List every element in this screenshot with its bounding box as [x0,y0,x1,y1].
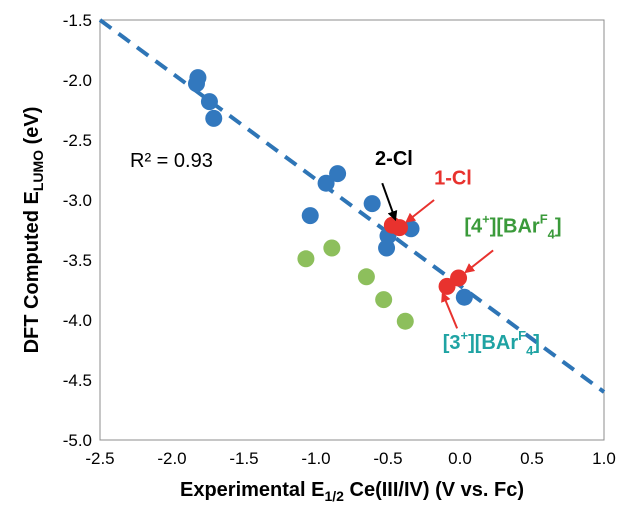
data-point [200,93,218,111]
annotations: 2-Cl 1-Cl [4+][BArF4] [3+][BArF4] [375,148,562,358]
data-point [317,174,335,192]
annotation-label: [4+][BArF4] [464,211,561,241]
x-tick-label: 0.0 [448,449,472,468]
y-axis-title: DFT Computed ELUMO (eV) [21,107,46,354]
y-tick-label: -1.5 [63,11,92,30]
y-tick-label: -3.5 [63,251,92,270]
x-tick-label: -2.5 [85,449,114,468]
x-tick-label: 1.0 [592,449,616,468]
data-point [391,219,409,237]
x-tick-label: -1.0 [301,449,330,468]
data-point [187,75,205,93]
x-tick-label: -1.5 [229,449,258,468]
annotation-label: 2-Cl [375,148,413,170]
x-tick-label: 0.5 [520,449,544,468]
data-point [450,269,468,287]
annotation-arrow [381,182,398,222]
data-point [378,239,396,257]
annotation-label: 1-Cl [434,167,472,189]
fit-line [98,18,606,394]
x-tick-label: -0.5 [373,449,402,468]
data-point [357,268,375,286]
data-point [375,291,393,309]
y-axis-ticks: -1.5 -2.0 -2.5 -3.0 -3.5 -4.0 -4.5 -5.0 [63,11,92,450]
plot-frame [99,19,605,441]
y-tick-label: -4.0 [63,311,92,330]
x-axis-ticks: -2.5 -2.0 -1.5 -1.0 -0.5 0.0 0.5 1.0 [85,449,615,468]
annotation-arrow [405,199,435,223]
annotation-arrow [464,249,494,274]
r-squared-label: R² = 0.93 [130,150,213,172]
y-tick-label: -3.0 [63,191,92,210]
data-point [301,207,319,225]
annotation-arrow [441,291,459,329]
data-point [323,239,341,257]
data-point [205,109,223,127]
annotation-label: [3+][BArF4] [443,328,540,358]
data-points [187,69,473,330]
data-point [455,288,473,306]
data-point [297,250,315,268]
y-tick-label: -2.0 [63,71,92,90]
data-point [363,195,381,213]
x-axis-title: Experimental E1/2 Ce(III/IV) (V vs. Fc) [180,479,524,504]
x-tick-label: -2.0 [157,449,186,468]
data-point [329,165,347,183]
y-tick-label: -4.5 [63,371,92,390]
y-tick-label: -5.0 [63,431,92,450]
data-point [396,312,414,330]
y-tick-label: -2.5 [63,131,92,150]
